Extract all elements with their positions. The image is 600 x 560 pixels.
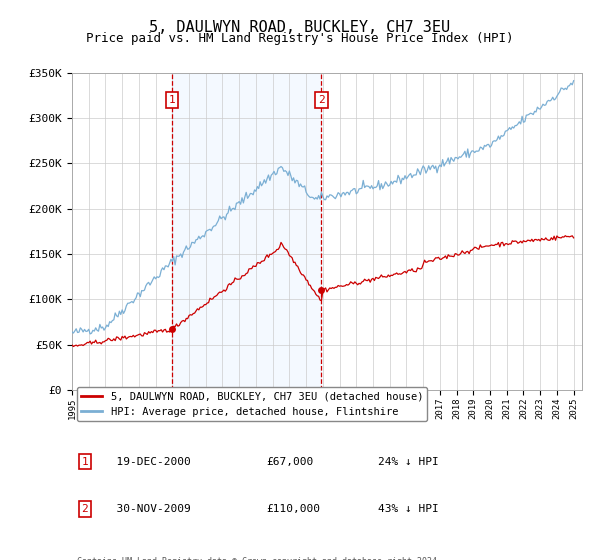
- Text: 5, DAULWYN ROAD, BUCKLEY, CH7 3EU: 5, DAULWYN ROAD, BUCKLEY, CH7 3EU: [149, 20, 451, 35]
- Text: 19-DEC-2000: 19-DEC-2000: [103, 456, 190, 466]
- Text: 24% ↓ HPI: 24% ↓ HPI: [378, 456, 439, 466]
- Text: 2: 2: [318, 95, 325, 105]
- Text: Price paid vs. HM Land Registry's House Price Index (HPI): Price paid vs. HM Land Registry's House …: [86, 32, 514, 45]
- Text: £67,000: £67,000: [266, 456, 313, 466]
- Text: 30-NOV-2009: 30-NOV-2009: [103, 504, 190, 514]
- Text: 1: 1: [82, 456, 88, 466]
- Bar: [172, 73, 322, 390]
- Text: £110,000: £110,000: [266, 504, 320, 514]
- Text: 1: 1: [168, 95, 175, 105]
- Text: Contains HM Land Registry data © Crown copyright and database right 2024.
This d: Contains HM Land Registry data © Crown c…: [77, 557, 442, 560]
- Text: 43% ↓ HPI: 43% ↓ HPI: [378, 504, 439, 514]
- Text: 2: 2: [82, 504, 88, 514]
- Legend: 5, DAULWYN ROAD, BUCKLEY, CH7 3EU (detached house), HPI: Average price, detached: 5, DAULWYN ROAD, BUCKLEY, CH7 3EU (detac…: [77, 388, 427, 421]
